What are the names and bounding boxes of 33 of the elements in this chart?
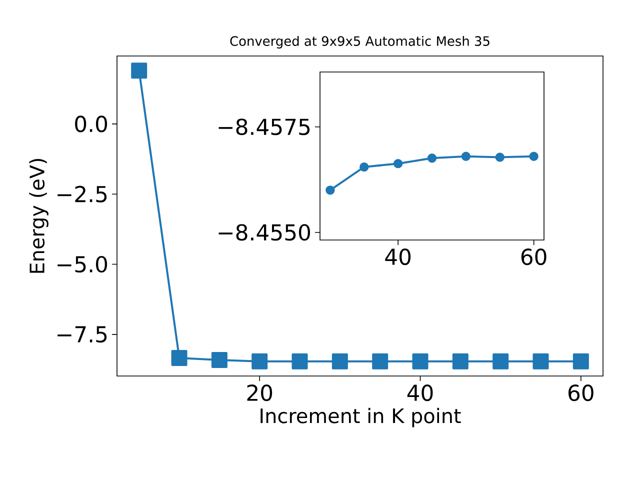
point	[252, 353, 268, 370]
point	[532, 353, 549, 370]
point	[326, 186, 335, 195]
y-tick-label: −2.5	[58, 186, 107, 202]
point	[495, 152, 504, 162]
x-axis-title: Increment in K point	[260, 408, 461, 428]
point	[492, 353, 509, 370]
point	[461, 152, 471, 162]
point	[427, 154, 437, 163]
y-tick-label: −5.0	[58, 256, 108, 273]
point	[171, 350, 188, 366]
y-tick-label: −7.5	[58, 326, 107, 343]
y-tick-label: 0.0	[75, 116, 108, 132]
point	[131, 62, 148, 79]
point	[211, 352, 228, 368]
point	[292, 353, 308, 370]
y-tick-label: −8.4575	[218, 118, 310, 136]
point	[372, 353, 388, 370]
x-tick-label: 40	[385, 248, 411, 266]
point	[529, 152, 538, 162]
x-tick-label: 20	[247, 384, 272, 402]
x-tick-label: 40	[407, 384, 433, 402]
x-tick-label: 60	[521, 248, 546, 266]
point	[393, 158, 403, 168]
chart-title: Converged at 9x9x5 Automatic Mesh 35	[230, 36, 490, 48]
point	[360, 162, 369, 172]
point	[452, 353, 468, 370]
y-tick-label: −8.4550	[218, 224, 310, 241]
point	[412, 353, 428, 370]
y-axis-title: Energy (eV)	[29, 158, 48, 273]
x-tick-label: 60	[568, 384, 594, 402]
point	[332, 353, 348, 370]
point	[572, 353, 589, 370]
